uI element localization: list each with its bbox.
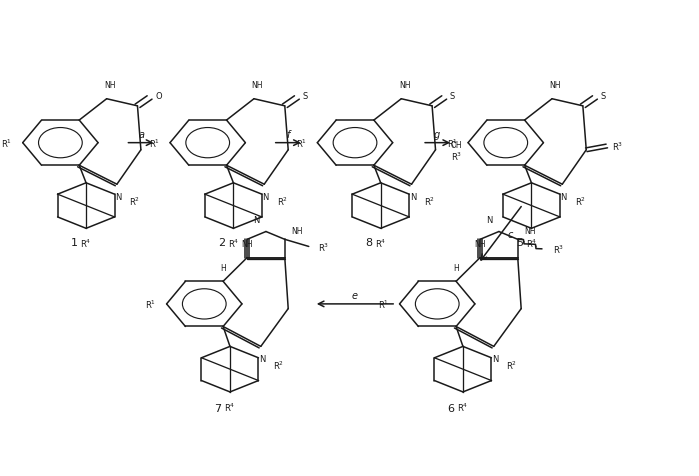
Text: R$^3$: R$^3$ bbox=[317, 241, 329, 253]
Text: NH: NH bbox=[291, 226, 303, 235]
Text: R$^2$: R$^2$ bbox=[424, 195, 435, 208]
Text: c: c bbox=[507, 229, 512, 239]
Text: R$^2$: R$^2$ bbox=[506, 358, 517, 371]
Text: 7: 7 bbox=[215, 403, 222, 413]
Text: NH: NH bbox=[475, 239, 486, 248]
Text: 5: 5 bbox=[516, 238, 523, 248]
Text: NH: NH bbox=[104, 81, 116, 90]
Text: N: N bbox=[486, 216, 492, 225]
Text: 1: 1 bbox=[71, 238, 78, 248]
Text: R$^1$: R$^1$ bbox=[447, 137, 458, 149]
Text: R$^1$: R$^1$ bbox=[149, 137, 160, 149]
Text: R$^3$: R$^3$ bbox=[612, 140, 624, 153]
Text: NH: NH bbox=[241, 239, 253, 248]
Text: R$^2$: R$^2$ bbox=[129, 195, 140, 208]
Text: e: e bbox=[352, 291, 358, 301]
Text: H: H bbox=[220, 263, 226, 272]
Text: NH: NH bbox=[399, 81, 410, 90]
Text: R$^3$: R$^3$ bbox=[553, 243, 564, 256]
Text: S: S bbox=[449, 91, 455, 100]
Text: 2: 2 bbox=[218, 238, 225, 248]
Text: R$^2$: R$^2$ bbox=[575, 195, 586, 208]
Text: S: S bbox=[600, 91, 606, 100]
Text: S: S bbox=[303, 91, 308, 100]
Text: R$^4$: R$^4$ bbox=[375, 238, 387, 250]
Text: 8: 8 bbox=[365, 238, 373, 248]
Text: R$^4$: R$^4$ bbox=[80, 238, 92, 250]
Text: NH: NH bbox=[549, 81, 561, 90]
Text: R$^1$: R$^1$ bbox=[1, 137, 13, 149]
Text: R$^4$: R$^4$ bbox=[526, 238, 537, 250]
Text: 6: 6 bbox=[447, 403, 454, 413]
Text: N: N bbox=[410, 192, 416, 201]
Text: R$^3$: R$^3$ bbox=[451, 150, 462, 162]
Text: H: H bbox=[453, 263, 459, 272]
Text: R$^1$: R$^1$ bbox=[296, 137, 307, 149]
Text: R$^2$: R$^2$ bbox=[273, 358, 284, 371]
Text: N: N bbox=[492, 355, 498, 364]
Text: g: g bbox=[434, 130, 440, 140]
Text: OH: OH bbox=[451, 140, 462, 149]
Text: R$^2$: R$^2$ bbox=[277, 195, 287, 208]
Text: R$^1$: R$^1$ bbox=[145, 298, 157, 310]
Text: R$^4$: R$^4$ bbox=[228, 238, 239, 250]
Text: NH: NH bbox=[252, 81, 263, 90]
Text: NH: NH bbox=[525, 226, 536, 235]
Text: f: f bbox=[286, 130, 289, 140]
Text: N: N bbox=[262, 192, 269, 201]
Text: N: N bbox=[561, 192, 567, 201]
Text: R$^4$: R$^4$ bbox=[457, 401, 468, 413]
Text: O: O bbox=[155, 91, 161, 100]
Text: a: a bbox=[138, 130, 144, 140]
Text: R$^4$: R$^4$ bbox=[224, 401, 236, 413]
Text: R$^1$: R$^1$ bbox=[378, 298, 389, 310]
Text: N: N bbox=[259, 355, 266, 364]
Text: N: N bbox=[253, 216, 259, 225]
Text: N: N bbox=[115, 192, 122, 201]
